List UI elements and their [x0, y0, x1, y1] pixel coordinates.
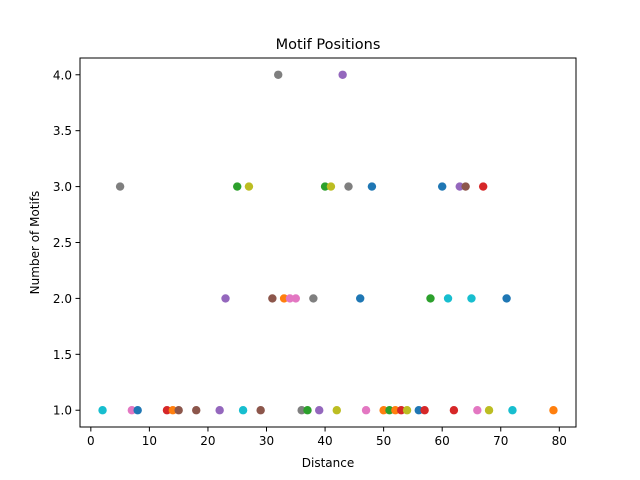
data-point [221, 294, 230, 303]
y-axis-label: Number of Motifs [28, 191, 42, 295]
data-point [437, 182, 447, 191]
x-tick-label: 50 [376, 434, 391, 448]
data-point [215, 406, 224, 415]
x-tick-label: 80 [552, 434, 567, 448]
data-point [467, 294, 476, 303]
data-point [256, 406, 265, 415]
data-point [174, 406, 183, 415]
data-point [484, 406, 494, 415]
y-axis: 1.0 1.5 2.0 2.5 3.0 3.5 4.0 [53, 68, 80, 418]
x-tick-label: 70 [493, 434, 508, 448]
data-point [461, 182, 470, 191]
y-tick-label: 4.0 [53, 68, 72, 82]
data-point [320, 182, 330, 191]
x-tick-label: 10 [142, 434, 157, 448]
x-axis-label: Distance [302, 456, 354, 470]
x-tick-label: 40 [317, 434, 332, 448]
data-point [115, 182, 125, 191]
y-tick-label: 2.5 [53, 236, 72, 250]
data-point [291, 294, 300, 303]
data-point [367, 182, 377, 191]
data-point [238, 406, 248, 415]
y-tick-label: 1.0 [53, 404, 72, 418]
data-point [344, 182, 353, 191]
data-point [338, 70, 347, 79]
data-point [274, 70, 283, 79]
x-tick-label: 0 [87, 434, 95, 448]
data-point [391, 406, 400, 415]
y-tick-label: 1.5 [53, 348, 72, 362]
data-point [449, 406, 459, 415]
data-point [315, 406, 324, 415]
data-point [233, 182, 242, 191]
data-point [549, 406, 558, 415]
data-point [244, 182, 254, 191]
data-point [356, 294, 365, 303]
data-point [426, 294, 435, 303]
data-point [473, 406, 482, 415]
data-point [414, 406, 423, 415]
x-axis: 0 10 20 30 40 50 60 70 80 [87, 427, 567, 448]
data-point [502, 294, 511, 303]
data-point [168, 406, 178, 415]
chart-title: Motif Positions [276, 37, 381, 53]
data-point [402, 406, 412, 415]
data-point [385, 406, 394, 415]
data-point [98, 406, 107, 415]
data-point [297, 406, 306, 415]
data-point [332, 406, 341, 415]
data-point [285, 294, 295, 303]
data-point [192, 406, 201, 415]
data-point [268, 294, 277, 303]
data-point [361, 406, 371, 415]
data-point [397, 406, 406, 415]
data-point [133, 406, 142, 415]
x-tick-label: 20 [200, 434, 215, 448]
data-point [455, 182, 464, 191]
y-tick-label: 2.0 [53, 292, 72, 306]
data-point [508, 406, 517, 415]
data-point [443, 294, 453, 303]
data-point [162, 406, 172, 415]
data-point [379, 406, 388, 415]
data-point [309, 294, 318, 303]
y-tick-label: 3.0 [53, 180, 72, 194]
x-tick-label: 30 [259, 434, 274, 448]
data-point [303, 406, 312, 415]
data-point [420, 406, 429, 415]
y-tick-label: 3.5 [53, 124, 72, 138]
points-layer [98, 70, 558, 415]
x-tick-label: 60 [435, 434, 450, 448]
data-point [478, 182, 488, 191]
data-point [127, 406, 137, 415]
data-point [279, 294, 289, 303]
data-point [326, 182, 336, 191]
